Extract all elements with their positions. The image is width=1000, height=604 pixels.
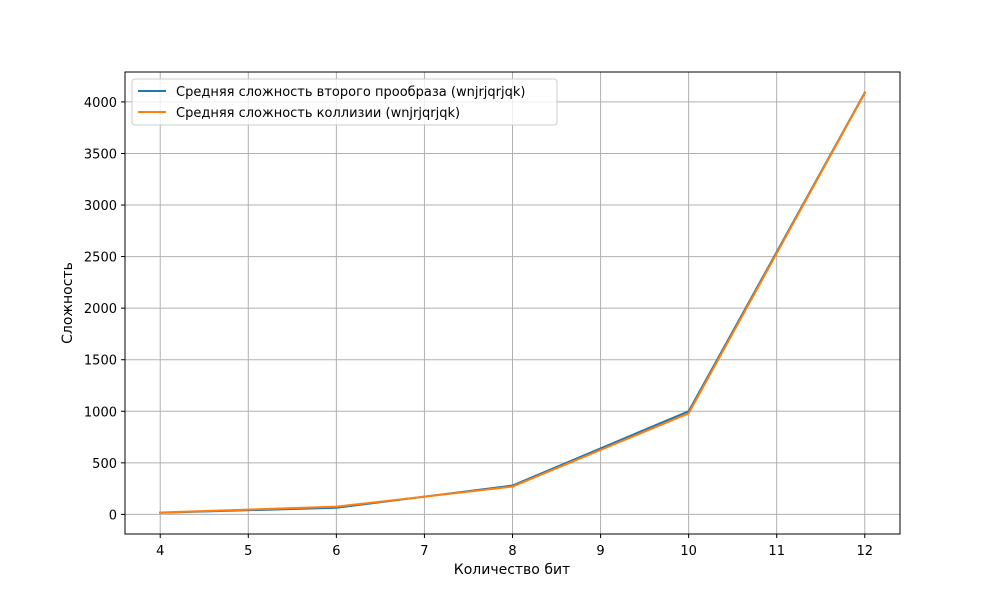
series-line-1	[159, 91, 867, 514]
x-tick-label: 11	[768, 544, 785, 559]
x-tick-label: 9	[596, 544, 604, 559]
grid	[125, 72, 900, 534]
y-tick-label: 0	[109, 508, 117, 523]
x-tick-label: 8	[508, 544, 516, 559]
y-tick-label: 4000	[84, 96, 117, 111]
y-tick-label: 3500	[84, 147, 117, 162]
legend: Средняя сложность второго прообраза (wnj…	[131, 78, 558, 126]
x-axis-label: Количество бит	[454, 562, 570, 578]
legend-label-preimage: Средняя сложность второго прообраза (wnj…	[176, 85, 525, 100]
x-tick-label: 4	[156, 544, 164, 559]
x-tick-label: 10	[680, 544, 697, 559]
y-tick-label: 500	[92, 457, 117, 472]
x-tick-label: 6	[332, 544, 340, 559]
y-tick-label: 2500	[84, 251, 117, 266]
legend-label-collision: Средняя сложность коллизии (wnjrjqrjqk)	[176, 106, 460, 121]
series-lines	[159, 91, 867, 514]
y-axis-ticks: 0 500 1000 1500 2000 2500 3000 3500 4000	[84, 96, 125, 523]
x-tick-label: 12	[856, 544, 873, 559]
y-tick-label: 2000	[84, 302, 117, 317]
x-tick-label: 7	[420, 544, 428, 559]
y-tick-label: 1500	[84, 354, 117, 369]
x-tick-label: 5	[244, 544, 252, 559]
y-tick-label: 3000	[84, 199, 117, 214]
legend-box	[131, 78, 558, 126]
x-axis-ticks: 4 5 6 7 8 9 10 11 12	[156, 534, 873, 559]
y-axis-label: Сложность	[60, 262, 76, 344]
y-tick-label: 1000	[84, 405, 117, 420]
